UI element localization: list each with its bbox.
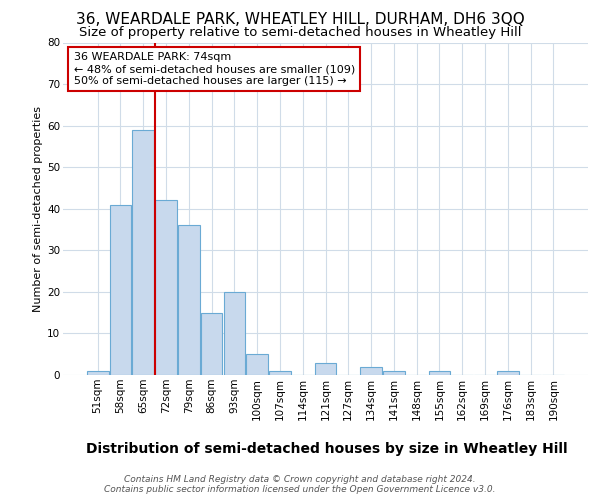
Bar: [269, 371, 291, 375]
Bar: [155, 200, 177, 375]
Bar: [201, 312, 223, 375]
Text: Contains HM Land Registry data © Crown copyright and database right 2024.
Contai: Contains HM Land Registry data © Crown c…: [104, 474, 496, 494]
Y-axis label: Number of semi-detached properties: Number of semi-detached properties: [33, 106, 43, 312]
Bar: [178, 226, 200, 375]
Bar: [247, 354, 268, 375]
Text: 36, WEARDALE PARK, WHEATLEY HILL, DURHAM, DH6 3QQ: 36, WEARDALE PARK, WHEATLEY HILL, DURHAM…: [76, 12, 524, 28]
Bar: [428, 371, 450, 375]
Bar: [497, 371, 518, 375]
Bar: [224, 292, 245, 375]
Bar: [360, 366, 382, 375]
Text: Distribution of semi-detached houses by size in Wheatley Hill: Distribution of semi-detached houses by …: [86, 442, 568, 456]
Bar: [133, 130, 154, 375]
Bar: [110, 204, 131, 375]
Bar: [87, 371, 109, 375]
Text: 36 WEARDALE PARK: 74sqm
← 48% of semi-detached houses are smaller (109)
50% of s: 36 WEARDALE PARK: 74sqm ← 48% of semi-de…: [74, 52, 355, 86]
Bar: [314, 362, 337, 375]
Bar: [383, 371, 404, 375]
Text: Size of property relative to semi-detached houses in Wheatley Hill: Size of property relative to semi-detach…: [79, 26, 521, 39]
